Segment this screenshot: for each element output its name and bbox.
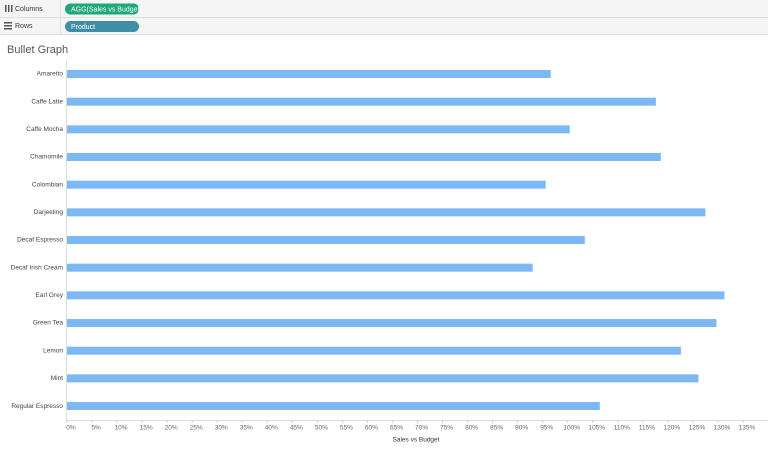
x-tick-label: 85%: [490, 425, 503, 432]
pill-label[interactable]: AGG(Sales vs Budget): [71, 6, 142, 13]
rows-shelf: [0, 18, 768, 34]
y-tick-label: Decaf Espresso: [17, 237, 63, 244]
x-tick-label: 65%: [390, 425, 403, 432]
bar: [67, 402, 600, 411]
shelf-label: Columns: [15, 6, 43, 13]
bar: [67, 319, 717, 328]
x-tick-label: 10%: [115, 425, 128, 432]
bar: [67, 263, 533, 272]
y-tick-label: Chamomile: [30, 154, 63, 161]
bar: [67, 208, 706, 217]
x-tick-label: 60%: [365, 425, 378, 432]
bar: [67, 153, 661, 162]
y-tick-label: Caffe Mocha: [26, 126, 63, 133]
x-tick-label: 125%: [689, 425, 706, 432]
x-tick-label: 105%: [588, 425, 605, 432]
y-tick-label: Green Tea: [33, 320, 64, 327]
bar: [67, 180, 546, 189]
y-tick-label: Decaf Irish Cream: [11, 264, 63, 271]
x-tick-label: 135%: [739, 425, 756, 432]
dimension-pill[interactable]: [65, 21, 139, 32]
x-tick-label: 25%: [190, 425, 203, 432]
x-tick-label: 20%: [165, 425, 178, 432]
chart-title: Bullet Graph: [7, 44, 68, 56]
bar: [67, 374, 699, 383]
x-tick-label: 80%: [465, 425, 478, 432]
y-tick-label: Lemon: [43, 347, 63, 354]
y-tick-label: Mint: [51, 375, 63, 382]
x-tick-label: 75%: [440, 425, 453, 432]
x-tick-label: 110%: [614, 425, 630, 432]
columns-icon: [5, 5, 13, 12]
x-tick-label: 0%: [66, 425, 76, 432]
x-tick-label: 30%: [215, 425, 228, 432]
x-tick-label: 130%: [714, 425, 731, 432]
x-tick-label: 5%: [91, 425, 101, 432]
bar: [67, 236, 585, 245]
x-tick-label: 100%: [563, 425, 580, 432]
x-tick-label: 90%: [515, 425, 528, 432]
y-tick-label: Caffe Latte: [31, 98, 63, 105]
bar: [67, 291, 725, 300]
x-tick-label: 35%: [240, 425, 253, 432]
shelf-label: Rows: [15, 23, 33, 30]
pill-label[interactable]: Product: [71, 24, 95, 31]
measure-pill[interactable]: [65, 3, 139, 15]
y-tick-label: Regular Espresso: [11, 403, 63, 410]
bar: [67, 70, 551, 78]
bar: [67, 97, 656, 106]
columns-shelf: [0, 0, 768, 17]
rows-icon: [4, 22, 12, 30]
x-tick-label: 95%: [540, 425, 553, 432]
bar: [67, 346, 681, 355]
x-tick-label: 70%: [415, 425, 428, 432]
x-tick-label: 50%: [315, 425, 328, 432]
x-tick-label: 115%: [639, 425, 655, 432]
y-tick-label: Amaretto: [37, 71, 64, 78]
x-tick-label: 40%: [265, 425, 278, 432]
y-tick-label: Earl Grey: [36, 292, 64, 299]
bar: [67, 125, 570, 134]
x-tick-label: 45%: [290, 425, 303, 432]
x-tick-label: 120%: [664, 425, 681, 432]
x-tick-label: 15%: [140, 425, 153, 432]
x-tick-label: 55%: [340, 425, 353, 432]
x-axis-title: Sales vs Budget: [393, 437, 440, 444]
y-tick-label: Colombian: [32, 181, 63, 188]
y-tick-label: Darjeeling: [34, 209, 64, 216]
